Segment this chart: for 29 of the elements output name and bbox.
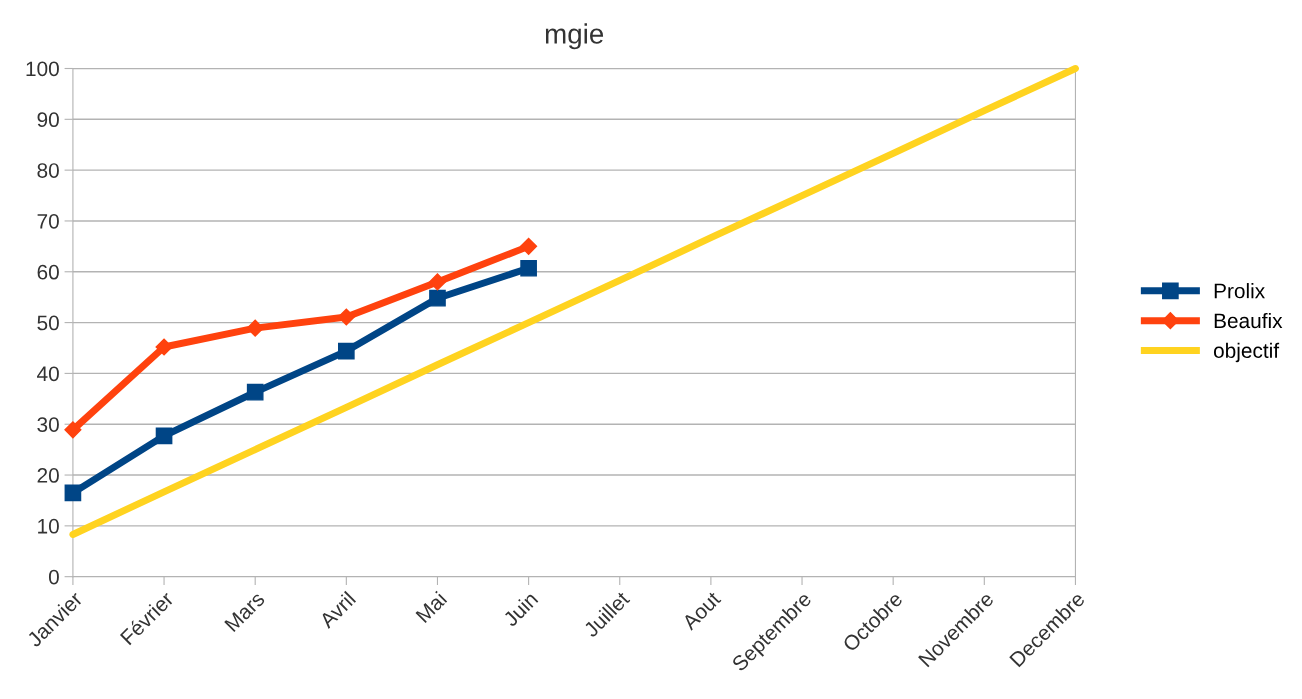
point [246,319,264,337]
chart-title: mgie [545,23,604,50]
y-tick-label: 20 [37,468,59,483]
y-tick-label: 50 [37,315,59,331]
point [337,342,355,360]
x-tick-label: Mai [414,590,448,624]
y-tick-label: 90 [37,112,59,128]
x-tick-label: Juin [501,590,539,628]
point [428,273,447,291]
point [246,383,264,401]
point [64,421,82,439]
y-tick-label: 0 [48,569,59,585]
y-tick-label: 30 [37,417,59,432]
point [155,338,173,356]
point [429,289,446,307]
legend-label: Prolix [1214,283,1265,299]
y-tick-label: 80 [37,163,59,178]
point [520,259,537,277]
point [64,484,82,502]
y-tick-label: 60 [37,264,59,280]
point [520,237,538,255]
y-tick-label: 10 [38,518,59,534]
point [155,427,173,445]
legend-label: Beaufix [1214,312,1283,329]
y-tick-label: 70 [37,213,59,229]
legend-label: objectif [1213,342,1280,363]
y-tick-label: 40 [37,366,59,382]
point [337,308,355,326]
y-tick-label: 100 [26,61,59,77]
